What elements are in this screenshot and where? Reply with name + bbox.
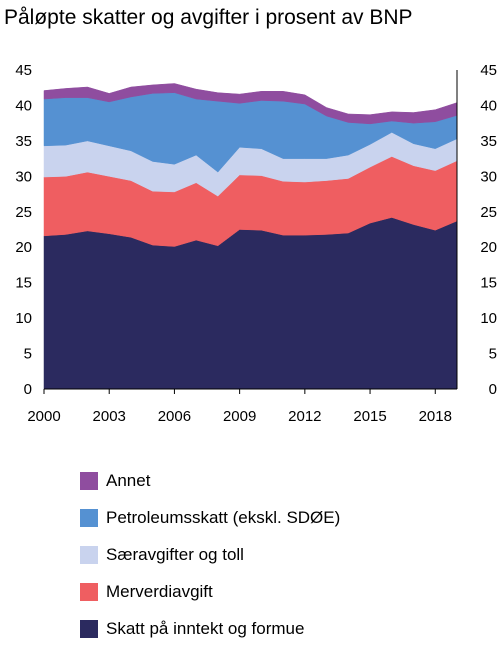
legend-swatch: [80, 619, 98, 638]
legend-item: Merverdiavgift: [80, 573, 340, 610]
legend-swatch: [80, 545, 98, 564]
legend-swatch: [80, 582, 98, 601]
x-tick-label: 2000: [27, 408, 60, 425]
y-tick-label-right: 10: [480, 310, 497, 327]
y-tick-label-left: 40: [15, 97, 32, 114]
legend-swatch: [80, 508, 98, 527]
y-tick-label-right: 45: [480, 62, 497, 79]
legend: Annet Petroleumsskatt (ekskl. SDØE) Særavg…: [80, 462, 340, 647]
legend-label: Særavgifter og toll: [106, 544, 244, 564]
y-tick-label-left: 5: [24, 346, 32, 363]
y-tick-label-left: 10: [15, 310, 32, 327]
y-tick-label-left: 20: [15, 239, 32, 256]
y-tick-label-left: 30: [15, 168, 32, 185]
y-tick-label-left: 15: [15, 275, 32, 292]
x-tick-label: 2009: [223, 408, 256, 425]
y-tick-label-right: 35: [480, 133, 497, 150]
y-tick-label-right: 20: [480, 239, 497, 256]
legend-label: Petroleumsskatt (ekskl. SDØE): [106, 507, 341, 527]
legend-item: Skatt på inntekt og formue: [80, 610, 340, 647]
y-tick-label-left: 25: [15, 204, 32, 221]
x-tick-label: 2006: [158, 408, 191, 425]
stacked-area-chart: 0 0 5 5 10 10 15 15 20 20 25 25 30 30 35 35 40 40 45 45 2000…: [15, 62, 497, 425]
y-tick-label-right: 40: [480, 97, 497, 114]
x-tick-label: 2003: [93, 408, 126, 425]
legend-item: Petroleumsskatt (ekskl. SDØE): [80, 499, 340, 536]
axes-layer: 0 0 5 5 10 10 15 15 20 20 25 25 30 30 35 35 40 40 45 45 2000…: [15, 62, 497, 425]
area-layer: [43, 83, 458, 390]
x-tick-label: 2018: [419, 408, 452, 425]
y-tick-label-left: 35: [15, 133, 32, 150]
legend-item: Særavgifter og toll: [80, 536, 340, 573]
y-tick-label-left: 0: [24, 381, 32, 398]
x-tick-label: 2015: [353, 408, 386, 425]
legend-swatch: [80, 471, 98, 490]
area-series-0: [43, 217, 458, 390]
y-tick-label-left: 45: [15, 62, 32, 79]
legend-label: Merverdiavgift: [106, 581, 213, 601]
y-tick-label-right: 25: [480, 204, 497, 221]
y-tick-label-right: 30: [480, 168, 497, 185]
chart-title: Påløpte skatter og avgifter i prosent av…: [4, 6, 413, 29]
legend-item: Annet: [80, 462, 340, 499]
legend-label: Skatt på inntekt og formue: [106, 618, 305, 638]
y-tick-label-right: 5: [489, 346, 497, 363]
x-tick-label: 2012: [288, 408, 321, 425]
y-tick-label-right: 15: [480, 275, 497, 292]
y-tick-label-right: 0: [489, 381, 497, 398]
legend-label: Annet: [106, 470, 151, 490]
